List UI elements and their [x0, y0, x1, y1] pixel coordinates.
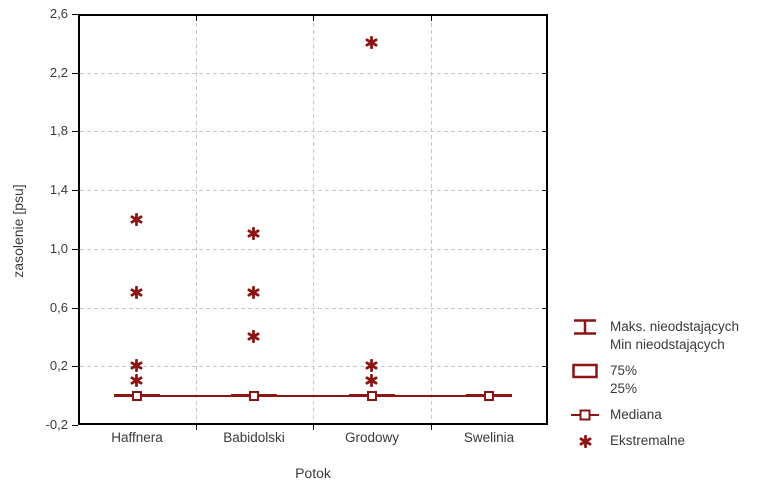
- x-category-label: Haffnera: [111, 430, 163, 445]
- legend-item: Ekstremalne: [563, 432, 763, 450]
- y-tick-label: 2,2: [49, 65, 68, 80]
- x-tick-top: [431, 16, 432, 21]
- gridline-vertical: [431, 16, 432, 423]
- median-marker: [484, 391, 494, 401]
- legend-item: 75% 25%: [563, 362, 763, 398]
- y-tick-label: 0,2: [49, 358, 68, 373]
- extreme-marker-icon: [365, 35, 378, 50]
- extreme-marker-icon: [365, 373, 378, 388]
- extreme-marker-icon: [130, 285, 143, 300]
- legend-whisker-icon: [563, 318, 607, 336]
- legend-item: Mediana: [563, 406, 763, 424]
- legend-label-line: 75%: [610, 363, 638, 378]
- y-tick-right: [542, 249, 547, 250]
- y-tick-left: [72, 73, 78, 74]
- y-tick-left: [72, 308, 78, 309]
- median-marker: [367, 391, 377, 401]
- extreme-marker-icon: [247, 329, 260, 344]
- extreme-marker-icon: [130, 358, 143, 373]
- y-tick-right: [542, 190, 547, 191]
- median-marker: [249, 391, 259, 401]
- extreme-marker-icon: [130, 212, 143, 227]
- median-marker: [132, 391, 142, 401]
- extreme-marker-icon: [365, 358, 378, 373]
- extreme-marker-icon: [247, 226, 260, 241]
- y-tick-right: [542, 73, 547, 74]
- x-tick-top: [196, 16, 197, 21]
- x-category-label: Grodowy: [344, 430, 400, 445]
- chart-legend: Maks. nieodstających Min nieodstających 75…: [563, 318, 763, 458]
- y-tick-left: [72, 14, 78, 15]
- legend-label-line: Min nieodstających: [610, 337, 725, 352]
- legend-item: Maks. nieodstających Min nieodstających: [563, 318, 763, 354]
- plot-area-border: [78, 14, 548, 425]
- y-tick-label: 2,6: [49, 6, 68, 21]
- x-axis-title: Potok: [295, 465, 331, 481]
- legend-label-line: Maks. nieodstających: [610, 319, 740, 334]
- x-tick-bottom: [196, 425, 197, 430]
- y-tick-left: [72, 249, 78, 250]
- y-tick-right: [542, 308, 547, 309]
- extreme-marker-icon: [247, 285, 260, 300]
- legend-label-line: Ekstremalne: [610, 433, 686, 448]
- y-tick-right: [542, 131, 547, 132]
- y-tick-left: [72, 190, 78, 191]
- x-category-label: Swelinia: [463, 430, 515, 445]
- y-tick-label: 1,8: [49, 123, 68, 138]
- x-tick-bottom: [431, 425, 432, 430]
- y-tick-left: [72, 425, 78, 426]
- legend-label: Ekstremalne: [607, 432, 685, 450]
- gridline-vertical: [196, 16, 197, 423]
- x-tick-top: [313, 16, 314, 21]
- legend-label: Maks. nieodstających Min nieodstających: [607, 318, 739, 354]
- y-tick-label: 0,6: [49, 300, 68, 315]
- x-tick-bottom: [313, 425, 314, 430]
- legend-label-line: Mediana: [610, 407, 662, 422]
- y-tick-label: 1,4: [49, 182, 68, 197]
- y-tick-left: [72, 366, 78, 367]
- y-tick-label: 1,0: [49, 241, 68, 256]
- gridline-vertical: [313, 16, 314, 423]
- y-tick-left: [72, 131, 78, 132]
- legend-extreme-icon: [563, 432, 607, 450]
- y-tick-label: -0,2: [45, 417, 68, 432]
- legend-label: Mediana: [607, 406, 662, 424]
- legend-label: 75% 25%: [607, 362, 637, 398]
- y-tick-right: [542, 366, 547, 367]
- extreme-marker-icon: [130, 373, 143, 388]
- legend-box-icon: [563, 362, 607, 380]
- median-connect-line: [137, 395, 489, 397]
- x-category-label: Babidolski: [223, 430, 285, 445]
- legend-median-icon: [563, 406, 607, 424]
- legend-label-line: 25%: [610, 381, 638, 396]
